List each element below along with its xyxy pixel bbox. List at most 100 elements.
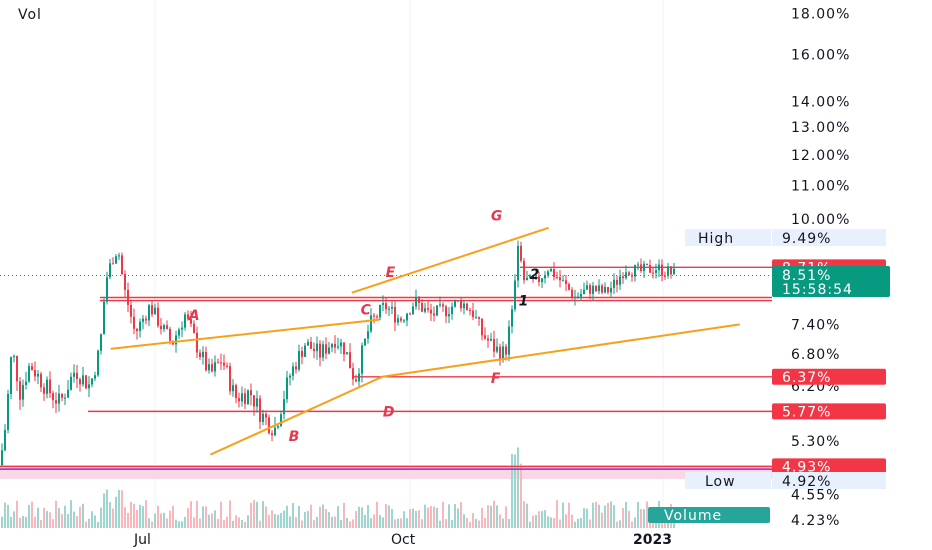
volume-bar [274,514,276,528]
candle-body [286,377,288,400]
candle-body [625,272,627,279]
candle-body [175,335,177,345]
volume-bar [619,520,621,528]
candle-body [67,389,69,398]
volume-bar [1,516,3,528]
volume-bar [199,518,201,528]
candle-body [502,346,504,360]
wave-label-2: 2 [530,267,540,283]
candle-body [370,315,372,332]
candle-body [382,303,384,305]
volume-bar [568,502,570,528]
volume-bar [298,505,300,528]
volume-bar [508,519,510,528]
volume-bar [472,513,474,528]
candle-body [28,366,30,382]
candle-body [166,325,168,329]
volume-bar [325,509,327,528]
candle-body [544,275,546,279]
volume-bar [85,521,87,528]
candle-body [244,393,246,405]
volume-bar [511,453,513,528]
candle-body [250,390,252,396]
candle-body [58,393,60,404]
candle-body [247,390,249,405]
candle-body [205,351,207,371]
candle-body [25,381,27,386]
candle-body [61,393,63,398]
candle-body [673,268,675,275]
candle-body [439,304,441,306]
candle-body [496,346,498,352]
volume-bar [604,505,606,528]
candle-body [442,304,444,307]
volume-bar [574,521,576,528]
volume-bar [529,521,531,528]
candle-body [274,427,276,436]
candle-body [208,364,210,371]
candle-body [121,255,123,275]
candle-body [373,315,375,317]
candle-body [187,314,189,319]
volume-bar [376,501,378,528]
candle-body [280,414,282,427]
price-axis[interactable]: 18.00% 16.00% 14.00% 13.00% 12.00% 11.00% 10.0… [791,6,850,529]
trend-lines [110,226,740,456]
candle-body [643,263,645,271]
volume-bar [388,505,390,528]
price-badge [772,403,886,420]
volume-bar [19,517,21,528]
candle-body [202,351,204,358]
volume-bar [145,500,147,528]
volume-bar [283,510,285,528]
candle-body [109,263,111,278]
volume-bar [262,501,264,528]
volume-bar [418,510,420,528]
volume-bar [328,512,330,528]
candle-body [460,300,462,309]
volume-bar [244,521,246,528]
candle-body [610,287,612,293]
candle-body [556,277,558,279]
candle-body [571,289,573,298]
candle-body [655,270,657,273]
volume-bar [571,514,573,528]
candle-body [334,343,336,348]
candle-body [520,245,522,261]
volume-bar [205,506,207,528]
volume-bar [250,502,252,528]
candle-body [418,297,420,303]
candle-body [364,338,366,346]
candle-body [16,355,18,382]
volume-bar [415,510,417,528]
volume-bar [295,517,297,528]
volume-bar [538,511,540,528]
volume-bar [607,502,609,528]
volume-bar [187,508,189,528]
candle-body [262,413,264,422]
current-price-countdown: 15:58:54 [782,282,853,298]
volume-bar [592,502,594,528]
candle-body [412,306,414,315]
volume-bar [124,507,126,528]
volume-bar [25,516,27,528]
candle-body [43,387,45,394]
candle-body [289,375,291,378]
volume-bar [406,518,408,528]
candle-body [358,373,360,382]
candle-body [403,320,405,322]
volume-tag[interactable] [648,507,770,523]
candle-body [355,379,357,382]
volume-bar [166,518,168,528]
candle-body [319,343,321,358]
candle-body [79,379,81,385]
candle-body [634,264,636,277]
candle-body [85,375,87,389]
candle-body [1,450,3,466]
volume-bar [355,511,357,528]
volume-bar [370,518,372,528]
candle-body [559,277,561,281]
volume-bar [13,511,15,528]
trend-line [210,375,383,456]
